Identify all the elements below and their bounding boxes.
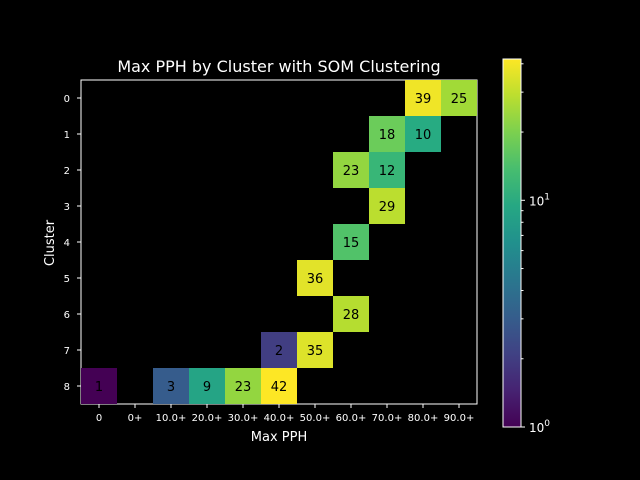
cell-value-label: 18 [379, 128, 396, 143]
y-tick-label: 2 [64, 166, 70, 177]
heatmap-cell [153, 368, 189, 404]
y-tick-label: 3 [64, 202, 70, 213]
x-axis-ticks: 0 0+ 10.0+ 20.0+ 30.0+ 40.0+ 50.0+ 60.0+ 70.0+ 80… [96, 404, 475, 424]
colorbar-gradient [502, 58, 522, 428]
heatmap-cell [225, 368, 261, 404]
x-tick-label: 10.0+ [156, 413, 187, 424]
cell-value-label: 36 [307, 272, 324, 287]
heatmap-cell [333, 296, 369, 332]
x-tick-label: 50.0+ [300, 413, 331, 424]
heatmap-cell [405, 116, 441, 152]
heatmap-cell [189, 368, 225, 404]
y-tick-label: 4 [64, 238, 70, 249]
x-tick-label: 70.0+ [372, 413, 403, 424]
cell-value-label: 10 [415, 128, 432, 143]
x-tick-label: 90.0+ [444, 413, 475, 424]
cell-value-label: 1 [95, 380, 103, 395]
cell-value-label: 39 [415, 92, 432, 107]
heatmap-cell [261, 368, 297, 404]
x-tick-label: 0+ [128, 413, 143, 424]
x-tick-label: 60.0+ [336, 413, 367, 424]
cell-value-label: 29 [379, 200, 396, 215]
x-tick-label: 30.0+ [228, 413, 259, 424]
cell-value-label: 35 [307, 344, 324, 359]
cell-value-label: 42 [271, 380, 288, 395]
y-axis-label: Cluster [43, 219, 58, 266]
y-tick-label: 6 [64, 310, 70, 321]
heatmap-cell [297, 260, 333, 296]
cell-value-label: 28 [343, 308, 360, 323]
heatmap-cell [369, 152, 405, 188]
heatmap-cell [81, 368, 117, 404]
cell-value-label: 23 [235, 380, 252, 395]
y-tick-label: 0 [64, 94, 70, 105]
cell-value-label: 2 [275, 344, 283, 359]
heatmap-cell [333, 152, 369, 188]
x-tick-label: 80.0+ [408, 413, 439, 424]
heatmap-cell [297, 332, 333, 368]
heatmap-cell [333, 224, 369, 260]
cell-value-label: 25 [451, 92, 468, 107]
y-tick-label: 1 [64, 130, 70, 141]
y-tick-label: 5 [64, 274, 70, 285]
x-axis-label: Max PPH [251, 430, 307, 445]
cell-value-label: 12 [379, 164, 396, 179]
heatmap-cell [369, 116, 405, 152]
cell-value-label: 23 [343, 164, 360, 179]
cell-value-label: 9 [203, 380, 211, 395]
x-tick-label: 40.0+ [264, 413, 295, 424]
heatmap-cell [405, 80, 441, 116]
chart-title: Max PPH by Cluster with SOM Clustering [117, 57, 440, 76]
y-tick-label: 8 [64, 382, 70, 393]
y-axis-ticks: 0 1 2 3 4 5 6 7 8 [64, 94, 81, 393]
x-tick-label: 0 [96, 413, 102, 424]
heatmap-cell [261, 332, 297, 368]
heatmap-cell [369, 188, 405, 224]
y-tick-label: 7 [64, 346, 70, 357]
cell-value-label: 15 [343, 236, 360, 251]
x-tick-label: 20.0+ [192, 413, 223, 424]
cell-value-label: 3 [167, 380, 175, 395]
heatmap-cell [441, 80, 477, 116]
